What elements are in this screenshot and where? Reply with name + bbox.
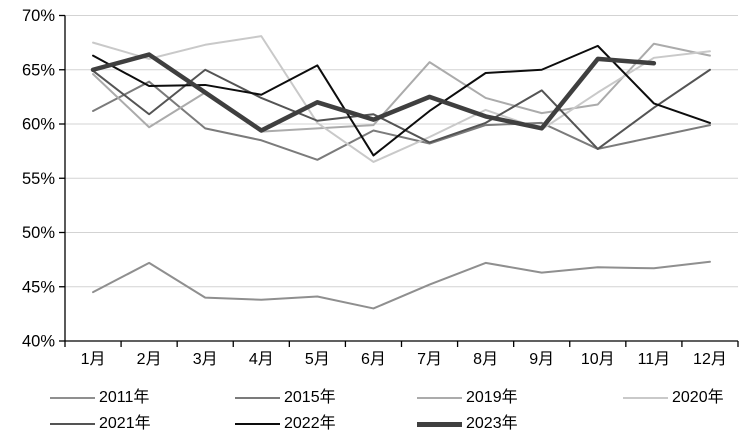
series-line-2023年 [90,52,657,133]
legend-item-2021年: 2021年 [50,412,151,436]
legend-item-2020年: 2020年 [623,386,724,410]
y-axis-label: 60% [22,116,55,134]
legend-line-swatch [50,397,95,399]
legend-label: 2021年 [99,415,151,432]
y-axis-label: 65% [22,61,55,79]
y-axis-label: 55% [22,170,55,188]
series-line-2021年 [92,68,711,150]
line-chart-svg: 40% 45% 50% 55% 60% 65% 70% 1月 2月 3月 4月 5月 6月 7月 8月 9月 1… [22,7,739,368]
legend-line-swatch [235,423,280,425]
legend-line-swatch [50,423,95,425]
x-axis-label: 10月 [581,351,615,368]
x-axis-label: 8月 [473,351,498,368]
legend-label: 2022年 [284,415,336,432]
series-line-2011年 [92,260,711,310]
x-axis-label: 12月 [693,351,727,368]
legend-label: 2020年 [672,389,724,406]
series-line-2019年 [92,42,711,133]
x-axis-label: 1月 [81,351,106,368]
y-axis-label: 50% [22,224,55,242]
legend-line-swatch [623,397,668,399]
legend-row: 2011年 2015年 2019年 2020年 [0,386,744,410]
x-axis-label: 6月 [361,351,386,368]
legend-row: 2021年 2022年 2023年 [0,412,744,436]
x-axis-label: 3月 [193,351,218,368]
x-axis-label: 4月 [249,351,274,368]
legend-label: 2011年 [99,389,150,406]
series-line-2020年 [92,35,711,163]
legend-item-2023年: 2023年 [417,412,518,436]
x-axis-label: 11月 [638,351,671,368]
legend-item-2011年: 2011年 [50,386,149,410]
legend-line-swatch [417,397,462,399]
x-axis-label: 5月 [305,351,330,368]
x-axis-label: 2月 [137,351,162,368]
legend-line-swatch [417,421,462,427]
legend-label: 2015年 [284,389,336,406]
x-axis-label: 7月 [417,351,442,368]
y-axis-label: 40% [22,333,55,351]
legend-item-2015年: 2015年 [235,386,336,410]
series-line-2015年 [92,80,711,161]
legend-line-swatch [235,397,280,399]
legend-label: 2019年 [466,389,518,406]
legend-item-2022年: 2022年 [235,412,336,436]
y-axis-label: 45% [22,278,55,296]
y-axis-label: 70% [22,7,55,25]
legend-label: 2023年 [466,415,518,432]
legend-item-2019年: 2019年 [417,386,518,410]
x-axis-label: 9月 [529,351,554,368]
